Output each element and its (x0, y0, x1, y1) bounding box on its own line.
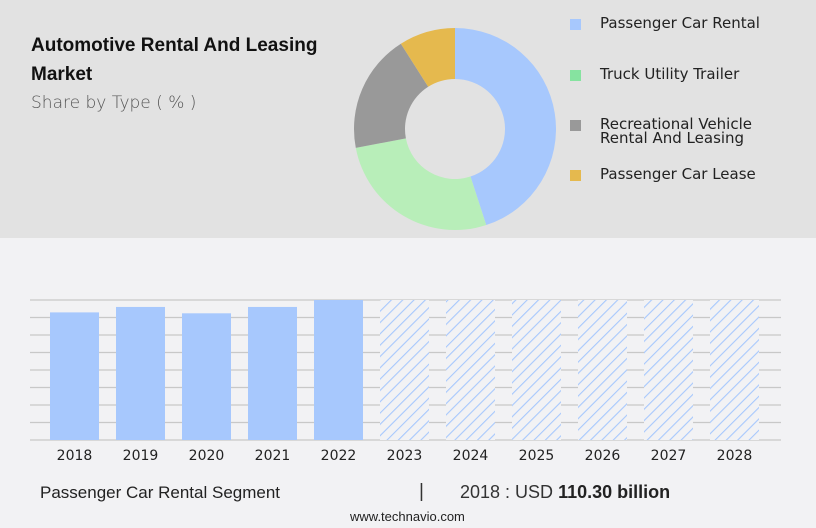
legend-swatch (570, 120, 581, 131)
bar (50, 312, 99, 440)
x-tick-label: 2019 (123, 448, 159, 464)
donut-slice (355, 138, 487, 230)
forecast-bar (644, 300, 693, 440)
x-tick-label: 2023 (387, 448, 423, 464)
segment-value: 2018 : USD 110.30 billion (460, 482, 671, 502)
forecast-bar (710, 300, 759, 440)
x-tick-label: 2027 (651, 448, 687, 464)
segment-label: Passenger Car Rental Segment (40, 483, 281, 502)
x-tick-label: 2022 (321, 448, 357, 464)
x-tick-label: 2020 (189, 448, 225, 464)
footer-separator: | (419, 481, 424, 502)
forecast-bar (380, 300, 429, 440)
forecast-bar (446, 300, 495, 440)
bar (314, 300, 363, 440)
x-tick-label: 2021 (255, 448, 291, 464)
x-tick-label: 2026 (585, 448, 621, 464)
forecast-bar (512, 300, 561, 440)
header-panel: Automotive Rental And Leasing Market Sha… (0, 0, 816, 238)
donut-slice (354, 43, 429, 148)
x-tick-label: 2025 (519, 448, 555, 464)
chart-title: Automotive Rental And Leasing Market (31, 35, 318, 85)
donut-slice (455, 28, 556, 226)
chart-subtitle: Share by Type ( % ) (31, 93, 197, 113)
source-link[interactable]: www.technavio.com (350, 509, 465, 524)
x-tick-label: 2024 (453, 448, 489, 464)
bar (182, 313, 231, 440)
bar-chart: 2018 2019 2020 2021 2022 2023 2024 2025 2026 2027… (30, 299, 781, 464)
donut-slice (400, 28, 455, 87)
bar (116, 306, 165, 440)
legend-swatch (570, 70, 581, 81)
legend-swatch (570, 19, 581, 30)
bar (248, 306, 297, 440)
legend-swatch (570, 170, 581, 181)
donut-chart (354, 28, 556, 230)
x-tick-label: 2018 (57, 448, 93, 464)
forecast-bar (578, 300, 627, 440)
x-tick-label: 2028 (717, 448, 753, 464)
